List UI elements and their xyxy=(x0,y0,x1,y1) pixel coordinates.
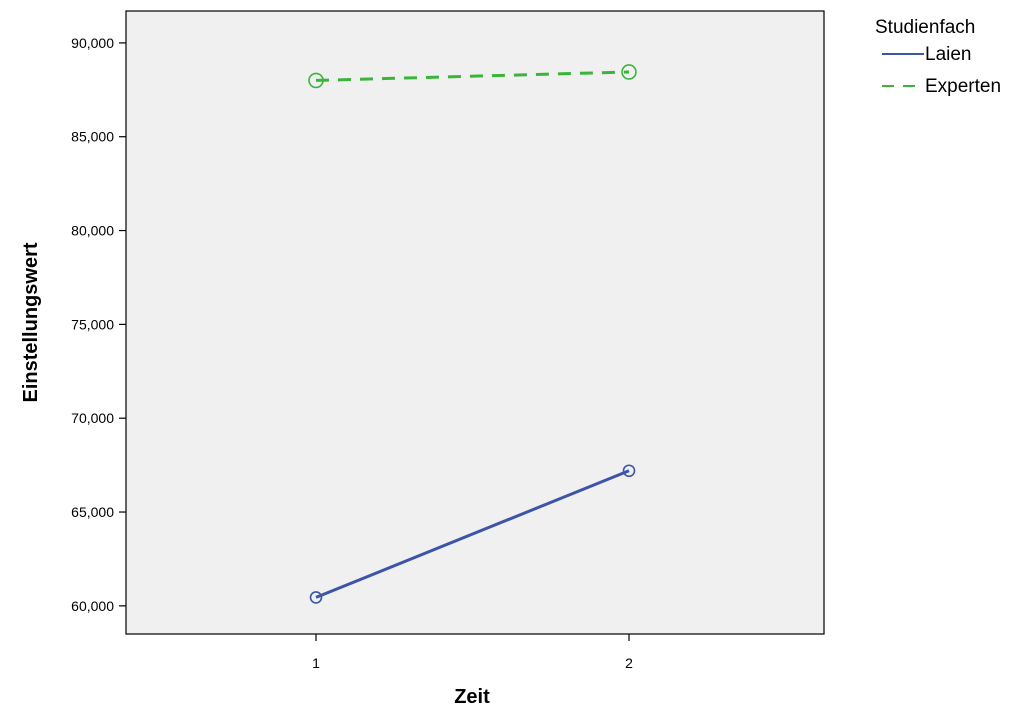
x-tick-label: 1 xyxy=(312,655,320,671)
y-tick-label: 70,000 xyxy=(71,410,114,426)
legend-title: Studienfach xyxy=(875,17,975,38)
legend-label-experten: Experten xyxy=(925,76,1001,97)
data-point-experten xyxy=(308,72,324,89)
axes: 60,000 65,000 70,000 75,000 80,000 85,000 90,0… xyxy=(71,35,633,671)
y-axis-title: Einstellungswert xyxy=(20,242,42,402)
series-line-experten xyxy=(315,70,630,82)
y-tick-label: 80,000 xyxy=(71,223,114,239)
plot-area xyxy=(125,10,825,635)
y-tick-label: 90,000 xyxy=(71,35,114,51)
data-point-experten xyxy=(621,64,637,80)
data-point-laien xyxy=(309,591,323,604)
x-axis-title: Zeit xyxy=(454,686,490,708)
y-tick-label: 60,000 xyxy=(71,598,114,614)
legend: Studienfach Laien Experten xyxy=(875,17,1001,97)
y-tick-label: 65,000 xyxy=(71,504,114,520)
legend-label-laien: Laien xyxy=(925,44,972,65)
y-tick-label: 75,000 xyxy=(71,316,114,332)
data-point-laien xyxy=(622,464,636,478)
y-tick-label: 85,000 xyxy=(71,129,114,145)
x-tick-label: 2 xyxy=(625,655,633,671)
series-line-laien xyxy=(315,469,630,599)
series-layer xyxy=(308,64,637,604)
